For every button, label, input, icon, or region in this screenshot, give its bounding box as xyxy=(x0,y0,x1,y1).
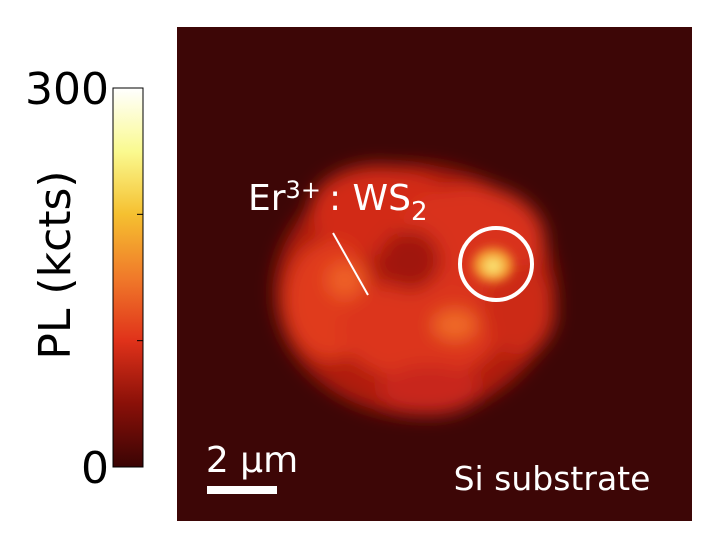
sample-label: Er3+ : WS2 xyxy=(248,176,428,227)
bright-spot xyxy=(473,248,513,282)
colorbar-label: PL (kcts) xyxy=(30,170,81,359)
label-sub: 2 xyxy=(411,197,428,227)
pointer-line xyxy=(332,232,369,296)
pl-map xyxy=(275,165,555,415)
highlight-circle xyxy=(458,226,534,302)
label-part: Er xyxy=(248,178,286,219)
colorbar-tick-label: 300 xyxy=(25,64,109,115)
colorbar xyxy=(112,87,144,468)
substrate-label: Si substrate xyxy=(454,459,651,498)
scale-bar-label: 2 μm xyxy=(206,440,298,481)
label-sup: 3+ xyxy=(286,176,321,204)
label-part: : WS xyxy=(329,178,411,219)
colorbar-tick-label: 0 xyxy=(81,443,109,494)
